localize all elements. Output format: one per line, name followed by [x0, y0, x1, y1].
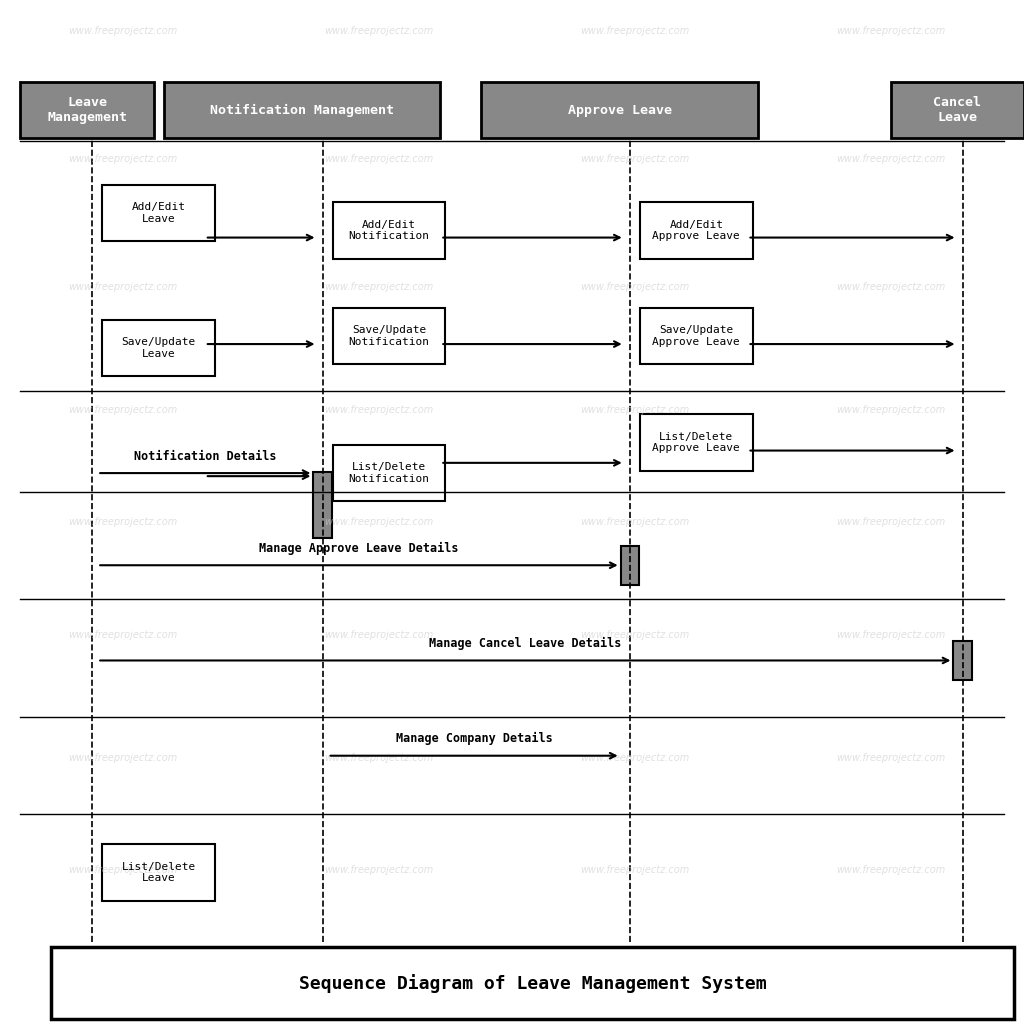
Text: Manage Cancel Leave Details: Manage Cancel Leave Details — [429, 637, 622, 650]
Text: www.freeprojectz.com: www.freeprojectz.com — [581, 517, 689, 527]
Text: www.freeprojectz.com: www.freeprojectz.com — [837, 517, 945, 527]
Text: www.freeprojectz.com: www.freeprojectz.com — [325, 26, 433, 36]
Text: www.freeprojectz.com: www.freeprojectz.com — [837, 630, 945, 640]
Text: www.freeprojectz.com: www.freeprojectz.com — [69, 282, 177, 292]
Text: Add/Edit
Approve Leave: Add/Edit Approve Leave — [652, 219, 740, 242]
Bar — [102, 844, 215, 901]
Text: Notification Details: Notification Details — [134, 450, 276, 463]
Bar — [20, 82, 154, 138]
Text: Cancel
Leave: Cancel Leave — [934, 96, 981, 124]
Text: Sequence Diagram of Leave Management System: Sequence Diagram of Leave Management Sys… — [299, 974, 766, 992]
Text: www.freeprojectz.com: www.freeprojectz.com — [581, 404, 689, 415]
Text: Leave
Management: Leave Management — [47, 96, 127, 124]
Bar — [102, 184, 215, 241]
Text: Manage Company Details: Manage Company Details — [395, 732, 553, 745]
Text: www.freeprojectz.com: www.freeprojectz.com — [837, 26, 945, 36]
Text: www.freeprojectz.com: www.freeprojectz.com — [837, 753, 945, 763]
Text: Manage Approve Leave Details: Manage Approve Leave Details — [259, 542, 459, 555]
Text: www.freeprojectz.com: www.freeprojectz.com — [325, 865, 433, 876]
Text: www.freeprojectz.com: www.freeprojectz.com — [325, 154, 433, 164]
Text: www.freeprojectz.com: www.freeprojectz.com — [581, 865, 689, 876]
Text: List/Delete
Notification: List/Delete Notification — [348, 462, 430, 484]
Bar — [333, 202, 445, 258]
Text: Add/Edit
Notification: Add/Edit Notification — [348, 219, 430, 242]
Bar — [621, 546, 639, 585]
Bar — [102, 319, 215, 376]
Text: www.freeprojectz.com: www.freeprojectz.com — [325, 404, 433, 415]
Bar — [891, 82, 1024, 138]
Text: www.freeprojectz.com: www.freeprojectz.com — [581, 630, 689, 640]
Text: www.freeprojectz.com: www.freeprojectz.com — [69, 517, 177, 527]
Text: www.freeprojectz.com: www.freeprojectz.com — [837, 865, 945, 876]
Bar — [164, 82, 440, 138]
Text: www.freeprojectz.com: www.freeprojectz.com — [69, 26, 177, 36]
Bar — [953, 641, 972, 680]
Text: www.freeprojectz.com: www.freeprojectz.com — [581, 753, 689, 763]
Text: www.freeprojectz.com: www.freeprojectz.com — [69, 404, 177, 415]
Text: www.freeprojectz.com: www.freeprojectz.com — [837, 154, 945, 164]
Text: www.freeprojectz.com: www.freeprojectz.com — [325, 517, 433, 527]
Bar — [333, 444, 445, 501]
Text: www.freeprojectz.com: www.freeprojectz.com — [325, 282, 433, 292]
Text: www.freeprojectz.com: www.freeprojectz.com — [581, 282, 689, 292]
Text: www.freeprojectz.com: www.freeprojectz.com — [837, 404, 945, 415]
Text: www.freeprojectz.com: www.freeprojectz.com — [69, 154, 177, 164]
Text: www.freeprojectz.com: www.freeprojectz.com — [325, 630, 433, 640]
Bar — [481, 82, 758, 138]
Text: www.freeprojectz.com: www.freeprojectz.com — [581, 154, 689, 164]
Text: www.freeprojectz.com: www.freeprojectz.com — [581, 26, 689, 36]
Text: Notification Management: Notification Management — [210, 103, 394, 117]
Bar — [640, 202, 753, 258]
Text: Add/Edit
Leave: Add/Edit Leave — [132, 202, 185, 224]
Bar — [333, 307, 445, 364]
Bar — [313, 471, 332, 539]
Text: www.freeprojectz.com: www.freeprojectz.com — [837, 282, 945, 292]
Text: www.freeprojectz.com: www.freeprojectz.com — [69, 753, 177, 763]
Text: Approve Leave: Approve Leave — [567, 103, 672, 117]
Text: www.freeprojectz.com: www.freeprojectz.com — [69, 630, 177, 640]
Bar — [640, 307, 753, 364]
Bar — [640, 414, 753, 471]
Text: www.freeprojectz.com: www.freeprojectz.com — [69, 865, 177, 876]
Text: List/Delete
Leave: List/Delete Leave — [122, 861, 196, 884]
Text: Save/Update
Notification: Save/Update Notification — [348, 325, 430, 347]
Text: www.freeprojectz.com: www.freeprojectz.com — [325, 753, 433, 763]
Text: List/Delete
Approve Leave: List/Delete Approve Leave — [652, 431, 740, 454]
Text: Save/Update
Approve Leave: Save/Update Approve Leave — [652, 325, 740, 347]
Bar — [51, 947, 1014, 1019]
Text: Save/Update
Leave: Save/Update Leave — [122, 337, 196, 359]
